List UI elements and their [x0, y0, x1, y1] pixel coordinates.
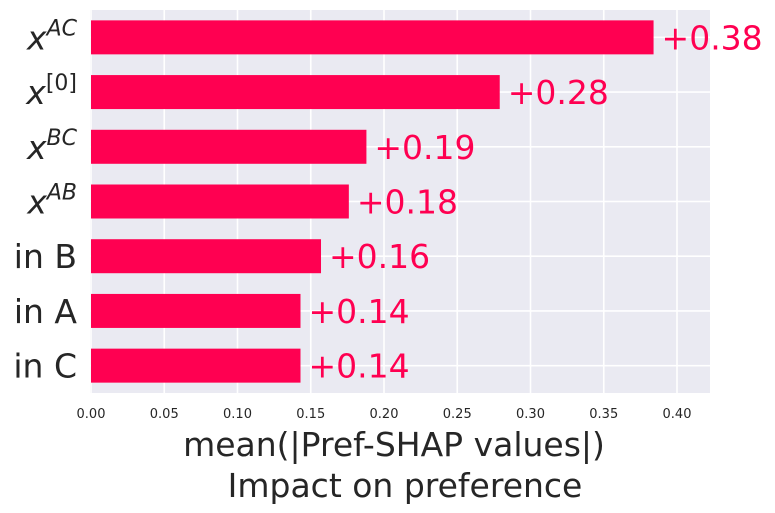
bars — [91, 20, 654, 383]
x-tick-labels: 0.00 0.05 0.10 0.15 0.20 0.25 0.30 0.35 0.40 — [77, 407, 692, 422]
category-labels: xAC x[0] xBC xAB in B in A in C — [13, 16, 77, 385]
x-tick-label: 0.00 — [77, 407, 106, 422]
category-label: in B — [14, 237, 77, 276]
value-label: +0.38 — [662, 18, 763, 57]
bar — [91, 75, 500, 110]
x-tick-label: 0.20 — [370, 407, 399, 422]
category-label: in C — [13, 347, 77, 386]
category-label: xBC — [26, 126, 78, 167]
x-tick-label: 0.10 — [223, 407, 252, 422]
category-label: xAC — [26, 16, 78, 57]
x-axis-title-line1: mean(|Pref-SHAP values|) — [183, 425, 605, 464]
x-tick-label: 0.15 — [296, 407, 325, 422]
x-tick-label: 0.35 — [589, 407, 618, 422]
value-label: +0.19 — [374, 128, 475, 167]
category-label: xAB — [26, 181, 77, 222]
value-label: +0.18 — [357, 183, 458, 222]
x-tick-label: 0.30 — [516, 407, 545, 422]
x-axis-title-line2: Impact on preference — [228, 466, 583, 505]
category-label: in A — [14, 292, 78, 331]
value-label: +0.14 — [308, 292, 409, 331]
value-labels: +0.38 +0.28 +0.19 +0.18 +0.16 +0.14 +0.14 — [308, 18, 762, 385]
bar — [91, 239, 322, 274]
category-label: x[0] — [25, 71, 77, 112]
bar — [91, 348, 301, 383]
value-label: +0.16 — [329, 237, 430, 276]
x-tick-label: 0.40 — [663, 407, 692, 422]
value-label: +0.14 — [308, 347, 409, 386]
bar — [91, 20, 654, 55]
bar — [91, 293, 301, 328]
bar — [91, 184, 349, 219]
bar — [91, 129, 367, 164]
x-tick-label: 0.25 — [443, 407, 472, 422]
x-tick-label: 0.05 — [150, 407, 179, 422]
value-label: +0.28 — [508, 73, 609, 112]
